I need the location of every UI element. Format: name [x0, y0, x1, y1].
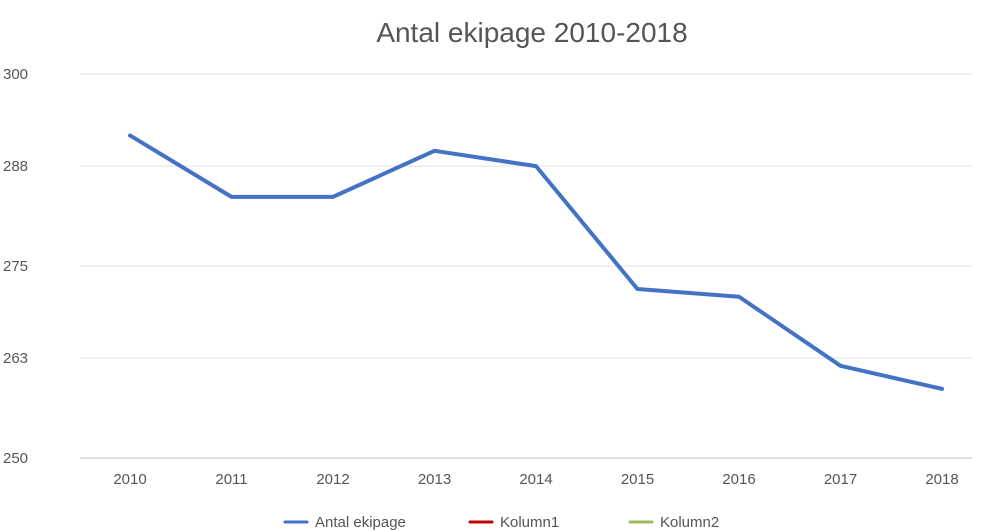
grid-layer — [80, 73, 972, 459]
x-tick-label: 2016 — [722, 471, 755, 488]
legend: Antal ekipage Kolumn1 Kolumn2 — [283, 514, 719, 531]
data-point — [331, 195, 335, 199]
y-tick-label: 300 — [3, 66, 28, 83]
x-tick-label: 2015 — [621, 471, 654, 488]
data-point — [534, 164, 538, 168]
x-tick-label: 2010 — [113, 471, 146, 488]
legend-item: Antal ekipage — [283, 514, 406, 531]
data-point — [432, 149, 437, 153]
y-tick-label: 275 — [3, 258, 28, 275]
legend-label: Kolumn2 — [660, 514, 719, 531]
x-tick-label: 2011 — [215, 471, 247, 488]
legend-label: Kolumn1 — [500, 514, 559, 531]
data-point — [838, 364, 843, 368]
axis-layer: 300 288 275 263 250 2010 2011 2012 2013 2014 2015 2… — [3, 66, 959, 488]
chart-title: Antal ekipage 2010-2018 — [376, 17, 687, 48]
legend-item: Kolumn1 — [468, 514, 559, 531]
x-tick-label: 2012 — [316, 471, 349, 488]
series-layer — [128, 133, 944, 391]
legend-item: Kolumn2 — [628, 514, 719, 531]
y-tick-label: 288 — [3, 158, 28, 175]
x-tick-label: 2013 — [418, 471, 451, 488]
y-tick-label: 250 — [3, 450, 28, 467]
data-point — [940, 387, 944, 391]
y-tick-label: 263 — [3, 350, 28, 367]
x-tick-label: 2017 — [824, 471, 857, 488]
x-tick-label: 2018 — [925, 471, 958, 488]
data-point — [128, 133, 132, 138]
series-line-0 — [128, 133, 944, 391]
data-point — [635, 287, 640, 291]
legend-label: Antal ekipage — [315, 514, 406, 531]
x-tick-label: 2014 — [519, 471, 552, 488]
data-point — [229, 195, 234, 199]
data-point — [737, 295, 741, 299]
